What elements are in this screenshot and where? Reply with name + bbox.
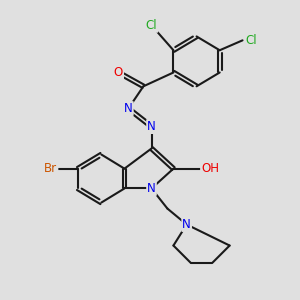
Text: N: N xyxy=(182,218,191,231)
Text: Br: Br xyxy=(44,162,57,175)
Text: Cl: Cl xyxy=(246,34,257,47)
Text: N: N xyxy=(147,182,156,195)
Text: O: O xyxy=(114,66,123,79)
Text: N: N xyxy=(147,120,156,133)
Text: Cl: Cl xyxy=(146,19,157,32)
Text: N: N xyxy=(124,102,133,115)
Text: OH: OH xyxy=(201,162,219,175)
